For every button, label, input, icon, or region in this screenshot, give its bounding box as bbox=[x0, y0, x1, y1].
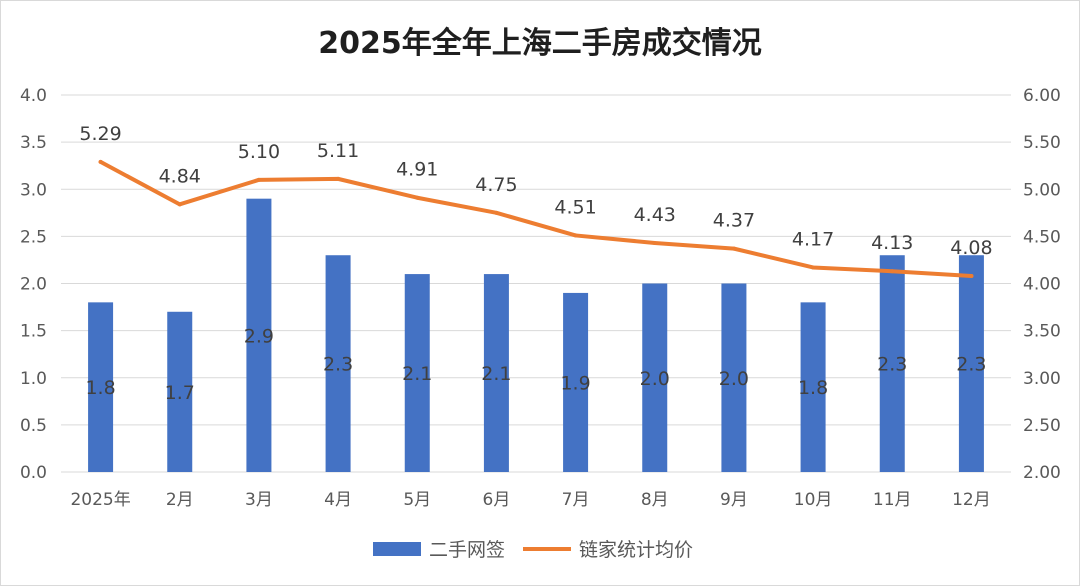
left-axis: 0.0 0.5 1.0 1.5 2.0 2.5 3.0 3.5 4.0 bbox=[20, 86, 47, 483]
right-tick-label: 3.50 bbox=[1023, 322, 1061, 342]
line-data-label: 5.29 bbox=[79, 123, 121, 145]
bar bbox=[721, 283, 747, 472]
bar-data-label: 1.9 bbox=[560, 372, 590, 394]
line-point bbox=[573, 233, 578, 238]
left-tick-label: 0.5 bbox=[20, 416, 47, 436]
bar bbox=[642, 283, 668, 472]
bar-data-label: 2.3 bbox=[323, 354, 353, 376]
right-tick-label: 4.00 bbox=[1023, 275, 1061, 295]
line-point bbox=[256, 177, 261, 182]
bar-data-labels: 1.8 1.7 2.9 2.3 2.1 2.1 1.9 2.0 2.0 1.8 2.3 2.3 bbox=[85, 325, 986, 404]
line-point bbox=[177, 202, 182, 207]
line-path bbox=[98, 159, 974, 278]
right-tick-label: 3.00 bbox=[1023, 369, 1061, 389]
bar-series bbox=[88, 198, 984, 473]
x-tick-label: 10月 bbox=[794, 490, 833, 510]
right-tick-label: 5.50 bbox=[1023, 133, 1061, 153]
x-tick-label: 12月 bbox=[952, 490, 991, 510]
bar bbox=[325, 255, 351, 472]
line-point bbox=[336, 176, 341, 181]
bar-data-label: 2.0 bbox=[719, 368, 749, 390]
line-data-label: 4.84 bbox=[159, 165, 201, 187]
left-tick-label: 2.0 bbox=[20, 275, 47, 295]
gridlines bbox=[61, 94, 1011, 473]
line-data-labels: 5.29 4.84 5.10 5.11 4.91 4.75 4.51 4.43 4.37 4.17… bbox=[79, 123, 992, 259]
line-data-label: 4.75 bbox=[475, 174, 517, 196]
bar-data-label: 2.1 bbox=[402, 363, 432, 385]
chart-title: 2025年全年上海二手房成交情况 bbox=[318, 26, 762, 61]
line-data-label: 4.51 bbox=[554, 196, 596, 218]
x-tick-label: 11月 bbox=[873, 490, 912, 510]
left-tick-label: 3.5 bbox=[20, 133, 47, 153]
left-tick-label: 4.0 bbox=[20, 86, 47, 106]
bar-data-label: 1.8 bbox=[798, 377, 828, 399]
x-tick-label: 3月 bbox=[245, 490, 273, 510]
line-point bbox=[494, 210, 499, 215]
line-data-label: 4.08 bbox=[950, 237, 992, 259]
right-tick-label: 2.00 bbox=[1023, 463, 1061, 483]
x-tick-label: 8月 bbox=[641, 490, 669, 510]
bar bbox=[800, 302, 826, 472]
right-tick-label: 6.00 bbox=[1023, 86, 1061, 106]
right-tick-label: 2.50 bbox=[1023, 416, 1061, 436]
line-point bbox=[98, 159, 103, 164]
line-point bbox=[415, 195, 420, 200]
bar bbox=[88, 302, 114, 472]
left-tick-label: 1.0 bbox=[20, 369, 47, 389]
bar-data-label: 2.9 bbox=[244, 325, 274, 347]
bar-data-label: 2.3 bbox=[877, 354, 907, 376]
x-tick-label: 9月 bbox=[720, 490, 748, 510]
x-tick-label: 2月 bbox=[166, 490, 194, 510]
line-data-label: 4.17 bbox=[792, 228, 834, 250]
line-data-label: 4.13 bbox=[871, 232, 913, 254]
right-tick-label: 5.00 bbox=[1023, 180, 1061, 200]
bar bbox=[563, 292, 589, 472]
line-data-label: 5.10 bbox=[238, 141, 280, 163]
legend: 二手网签 链家统计均价 bbox=[373, 539, 693, 561]
left-tick-label: 0.0 bbox=[20, 463, 47, 483]
line-data-label: 5.11 bbox=[317, 140, 359, 162]
bar bbox=[958, 255, 984, 472]
line-series bbox=[98, 159, 974, 278]
line-point bbox=[890, 269, 895, 274]
bar-data-label: 2.0 bbox=[640, 368, 670, 390]
legend-bar-swatch bbox=[373, 542, 421, 556]
line-data-label: 4.37 bbox=[713, 210, 755, 232]
line-point bbox=[652, 240, 657, 245]
x-tick-label: 2025年 bbox=[70, 490, 130, 510]
x-tick-label: 5月 bbox=[403, 490, 431, 510]
left-tick-label: 2.5 bbox=[20, 227, 47, 247]
bar bbox=[879, 255, 905, 472]
x-tick-label: 6月 bbox=[483, 490, 511, 510]
bar-data-label: 1.8 bbox=[85, 377, 115, 399]
bar-data-label: 2.3 bbox=[956, 354, 986, 376]
line-point bbox=[969, 273, 974, 278]
x-tick-label: 4月 bbox=[324, 490, 352, 510]
left-tick-label: 1.5 bbox=[20, 322, 47, 342]
bar bbox=[483, 274, 509, 472]
line-point bbox=[731, 246, 736, 251]
legend-bar-label: 二手网签 bbox=[429, 539, 505, 561]
legend-line-label: 链家统计均价 bbox=[579, 539, 693, 561]
x-axis: 2025年 2月 3月 4月 5月 6月 7月 8月 9月 10月 11月 12月 bbox=[70, 490, 990, 510]
bar bbox=[404, 274, 430, 472]
bar bbox=[246, 198, 272, 473]
bar-data-label: 2.1 bbox=[481, 363, 511, 385]
line-data-label: 4.91 bbox=[396, 159, 438, 181]
bar-data-label: 1.7 bbox=[165, 382, 195, 404]
right-axis: 2.00 2.50 3.00 3.50 4.00 4.50 5.00 5.50 6.00 bbox=[1023, 86, 1061, 483]
bar bbox=[167, 311, 193, 472]
line-point bbox=[811, 265, 816, 270]
line-data-label: 4.43 bbox=[634, 204, 676, 226]
right-tick-label: 4.50 bbox=[1023, 227, 1061, 247]
x-tick-label: 7月 bbox=[562, 490, 590, 510]
left-tick-label: 3.0 bbox=[20, 180, 47, 200]
